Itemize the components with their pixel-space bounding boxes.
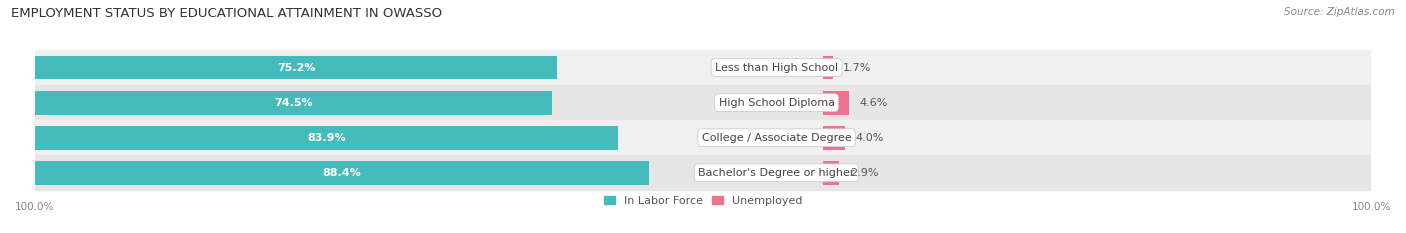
- Bar: [824, 161, 839, 185]
- Text: 2.9%: 2.9%: [849, 168, 879, 178]
- Text: 4.6%: 4.6%: [859, 98, 887, 108]
- Bar: [35, 85, 1371, 120]
- Text: College / Associate Degree: College / Associate Degree: [702, 133, 852, 143]
- Bar: [35, 91, 553, 115]
- Text: 74.5%: 74.5%: [274, 98, 314, 108]
- Text: Less than High School: Less than High School: [716, 62, 838, 72]
- Bar: [35, 126, 617, 150]
- Bar: [35, 161, 650, 185]
- Text: 4.0%: 4.0%: [856, 133, 884, 143]
- Text: High School Diploma: High School Diploma: [718, 98, 835, 108]
- Legend: In Labor Force, Unemployed: In Labor Force, Unemployed: [599, 191, 807, 210]
- Text: 1.7%: 1.7%: [844, 62, 872, 72]
- Bar: [35, 50, 1371, 85]
- Bar: [824, 56, 832, 79]
- Text: Source: ZipAtlas.com: Source: ZipAtlas.com: [1284, 7, 1395, 17]
- Text: 83.9%: 83.9%: [307, 133, 346, 143]
- Text: Bachelor's Degree or higher: Bachelor's Degree or higher: [699, 168, 855, 178]
- Bar: [35, 56, 557, 79]
- Text: EMPLOYMENT STATUS BY EDUCATIONAL ATTAINMENT IN OWASSO: EMPLOYMENT STATUS BY EDUCATIONAL ATTAINM…: [11, 7, 443, 20]
- Bar: [35, 155, 1371, 190]
- Text: 88.4%: 88.4%: [322, 168, 361, 178]
- Text: 75.2%: 75.2%: [277, 62, 315, 72]
- Bar: [824, 126, 845, 150]
- Bar: [35, 120, 1371, 155]
- Bar: [824, 91, 848, 115]
